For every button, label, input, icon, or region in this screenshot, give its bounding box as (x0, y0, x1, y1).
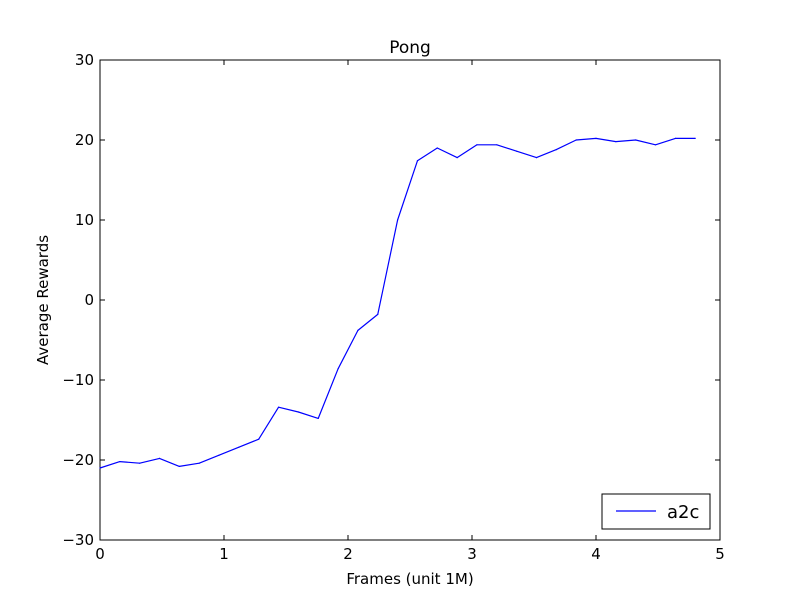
data-point (555, 149, 557, 151)
y-tick-label: −30 (62, 531, 94, 549)
y-tick-label: 10 (75, 211, 94, 229)
y-tick-label: −10 (62, 371, 94, 389)
data-point (158, 457, 161, 459)
x-tick-label: 3 (467, 545, 477, 563)
data-point (258, 438, 260, 440)
data-point (595, 137, 597, 139)
legend-label-a2c: a2c (667, 502, 699, 523)
data-point (635, 139, 637, 141)
chart-title: Pong (389, 38, 431, 58)
series-layer (99, 137, 696, 469)
data-point (317, 417, 319, 419)
tick-labels: 0 1 2 3 4 5 −30 −20 −10 0 10 20 30 (62, 51, 724, 563)
x-tick-label: 5 (715, 545, 725, 563)
x-axis-label: Frames (unit 1M) (346, 570, 473, 588)
data-point (198, 462, 200, 464)
data-point (416, 160, 419, 162)
data-point (476, 144, 478, 146)
x-tick-label: 2 (343, 545, 353, 563)
data-point (238, 446, 240, 448)
y-tick-label: −20 (62, 451, 94, 469)
data-point (456, 157, 458, 159)
data-point (496, 144, 498, 146)
data-point (357, 329, 359, 331)
data-point (119, 461, 121, 463)
data-point (377, 313, 379, 315)
data-point (139, 462, 141, 464)
x-tick-label: 4 (591, 545, 601, 563)
y-axis-label: Average Rewards (34, 235, 52, 365)
data-point (516, 150, 518, 152)
y-tick-label: 30 (75, 51, 94, 69)
data-point (99, 467, 101, 469)
axis-ticks (99, 59, 721, 541)
data-point (397, 219, 399, 221)
legend: a2c (601, 493, 711, 530)
data-point (535, 157, 538, 159)
data-point (575, 139, 577, 141)
data-point (337, 368, 339, 370)
data-point (654, 144, 657, 146)
y-tick-label: 0 (84, 291, 94, 309)
data-point (694, 137, 696, 139)
x-tick-label: 0 (95, 545, 105, 563)
data-point (178, 465, 180, 467)
data-point (218, 454, 220, 456)
data-point (436, 147, 438, 149)
data-point (674, 137, 676, 139)
data-point (297, 411, 299, 413)
data-point (615, 141, 617, 143)
y-tick-label: 20 (75, 131, 94, 149)
x-tick-label: 1 (219, 545, 229, 563)
plot-area (99, 59, 721, 541)
data-point (277, 406, 280, 408)
